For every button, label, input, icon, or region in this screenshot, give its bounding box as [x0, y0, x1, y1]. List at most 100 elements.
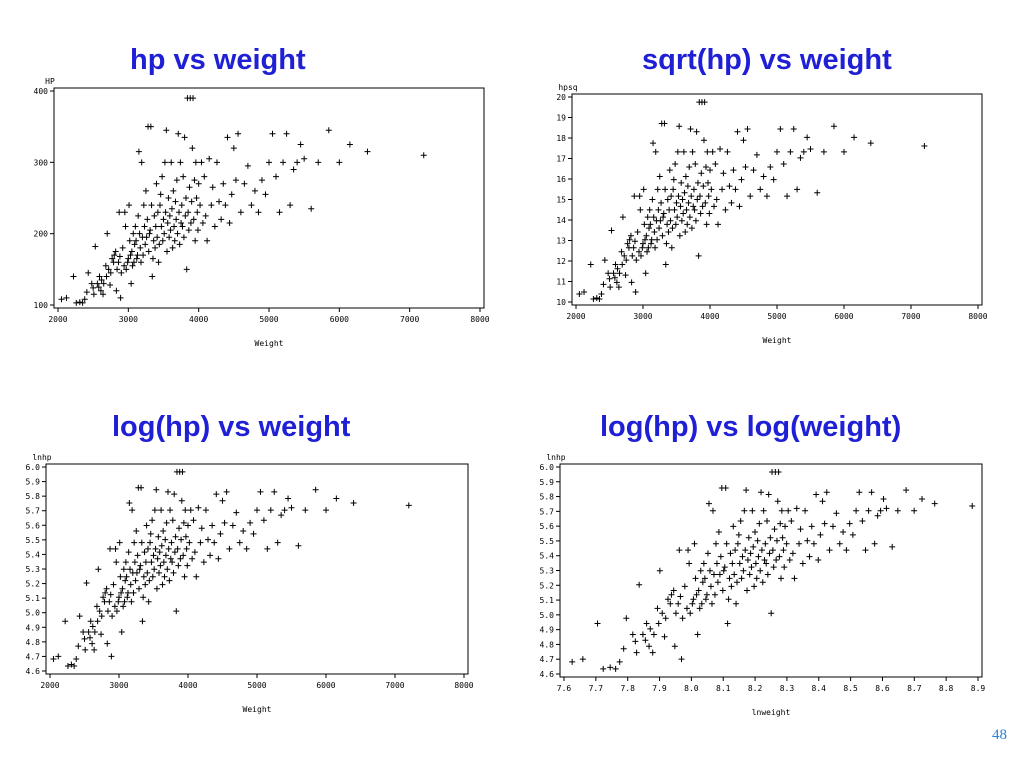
y-tick-label: 5.8: [540, 493, 555, 502]
data-point-plus-marker: [889, 543, 896, 550]
data-point-plus-marker: [176, 241, 183, 248]
data-point-plus-marker: [775, 469, 782, 476]
data-point-plus-marker: [654, 236, 661, 243]
data-point-plus-marker: [189, 145, 196, 152]
data-point-plus-marker: [867, 140, 874, 147]
y-tick-label: 5.7: [540, 507, 555, 516]
data-point-plus-marker: [135, 212, 142, 219]
scatter-plot-log-hp-vs-weight: lnhp 4.6 4.7 4.8 4.9 5.0 5.1 5.2 5.3 5.4 5.5 5.6 5.7…: [26, 453, 474, 714]
data-point-plus-marker: [662, 261, 669, 268]
data-point-plus-marker: [133, 255, 140, 262]
data-point-plus-marker: [151, 566, 158, 573]
data-point-plus-marker: [606, 275, 613, 282]
data-point-plus-marker: [135, 148, 142, 155]
data-point-plus-marker: [758, 547, 765, 554]
data-point-plus-marker: [108, 653, 115, 660]
data-point-plus-marker: [122, 577, 129, 584]
data-point-plus-marker: [247, 519, 254, 526]
data-point-plus-marker: [137, 244, 144, 251]
data-point-plus-marker: [267, 507, 274, 514]
data-point-plus-marker: [709, 148, 716, 155]
data-point-plus-marker: [208, 202, 215, 209]
data-point-plus-marker: [301, 155, 308, 162]
data-point-plus-marker: [185, 227, 192, 234]
data-point-plus-marker: [223, 488, 230, 495]
y-tick-label: 10: [556, 298, 566, 307]
data-point-plus-marker: [264, 545, 271, 552]
data-point-plus-marker: [202, 507, 209, 514]
data-point-plus-marker: [773, 557, 780, 564]
data-point-plus-marker: [162, 209, 169, 216]
data-point-plus-marker: [880, 495, 887, 502]
data-point-plus-marker: [123, 573, 130, 580]
data-point-plus-marker: [760, 507, 767, 514]
data-point-plus-marker: [107, 269, 114, 276]
data-point-plus-marker: [89, 640, 96, 647]
data-point-plus-marker: [143, 234, 150, 241]
data-point-plus-marker: [774, 498, 781, 505]
data-point-plus-marker: [138, 159, 145, 166]
data-point-plus-marker: [679, 615, 686, 622]
data-point-plus-marker: [702, 199, 709, 206]
data-point-plus-marker: [621, 252, 628, 259]
data-point-plus-marker: [614, 265, 621, 272]
data-point-plus-marker: [704, 148, 711, 155]
data-point-plus-marker: [161, 159, 168, 166]
y-tick-label: 13: [556, 237, 566, 246]
y-tick-label: 5.7: [26, 507, 41, 516]
data-point-plus-marker: [278, 512, 285, 519]
data-point-plus-marker: [667, 217, 674, 224]
data-point-plus-marker: [607, 284, 614, 291]
data-point-plus-marker: [174, 230, 181, 237]
data-point-plus-marker: [186, 184, 193, 191]
data-point-plus-marker: [781, 564, 788, 571]
data-point-plus-marker: [673, 199, 680, 206]
x-tick-label: 2000: [566, 312, 585, 321]
plot-frame: [53, 87, 485, 309]
data-point-plus-marker: [55, 653, 62, 660]
data-point-plus-marker: [169, 244, 176, 251]
data-point-plus-marker: [748, 564, 755, 571]
data-point-plus-marker: [164, 488, 171, 495]
y-axis-label: lnhp: [546, 453, 565, 462]
chart-title-sqrt-hp-vs-weight: sqrt(hp) vs weight: [642, 44, 892, 76]
data-point-plus-marker: [727, 550, 734, 557]
data-point-plus-marker: [646, 225, 653, 232]
data-point-plus-marker: [726, 183, 733, 190]
y-tick-label: 200: [34, 230, 49, 239]
data-point-plus-marker: [777, 520, 784, 527]
y-tick-label: 4.6: [540, 670, 555, 679]
data-point-plus-marker: [195, 504, 202, 511]
data-point-plus-marker: [254, 507, 260, 514]
data-point-plus-marker: [676, 123, 683, 130]
data-point-plus-marker: [919, 495, 926, 502]
data-point-plus-marker: [830, 123, 837, 130]
data-point-plus-marker: [712, 540, 719, 547]
x-tick-label: 2000: [48, 315, 67, 324]
data-point-plus-marker: [120, 566, 127, 573]
data-point-plus-marker: [102, 262, 109, 269]
data-point-plus-marker: [649, 649, 656, 656]
data-point-plus-marker: [771, 526, 778, 533]
x-axis-label: Weight: [763, 336, 792, 345]
data-point-plus-marker: [191, 177, 198, 184]
data-point-plus-marker: [73, 299, 80, 306]
data-point-plus-marker: [668, 591, 675, 598]
data-point-plus-marker: [796, 540, 803, 547]
data-point-plus-marker: [183, 195, 190, 201]
data-point-plus-marker: [207, 552, 214, 559]
data-point-plus-marker: [121, 262, 128, 269]
data-point-plus-marker: [177, 159, 184, 166]
data-point-plus-marker: [182, 533, 189, 540]
data-point-plus-marker: [160, 559, 167, 566]
data-point-plus-marker: [146, 577, 153, 584]
data-point-plus-marker: [111, 252, 118, 259]
data-point-plus-marker: [189, 555, 196, 562]
data-point-plus-marker: [81, 296, 88, 303]
data-point-plus-marker: [610, 270, 617, 277]
data-point-plus-marker: [660, 210, 667, 217]
data-point-plus-marker: [107, 282, 114, 289]
data-point-plus-marker: [141, 223, 148, 230]
data-point-plus-marker: [672, 160, 679, 167]
data-point-plus-marker: [700, 183, 707, 190]
